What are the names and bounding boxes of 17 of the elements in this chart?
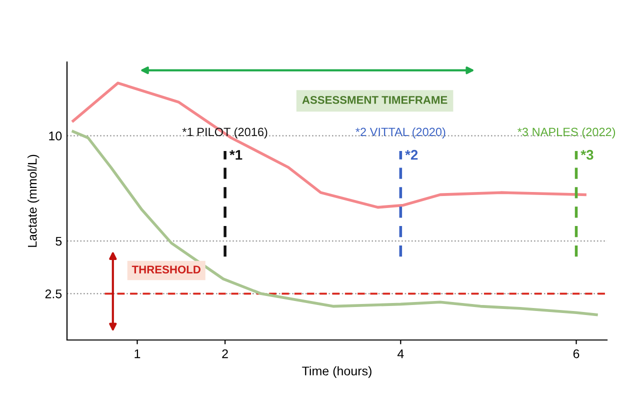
y-tick-label: 5 — [56, 236, 62, 246]
annotation: THRESHOLD — [132, 266, 200, 274]
x-tick-label: 4 — [397, 349, 404, 358]
annotation: *2 — [405, 150, 418, 160]
annotation: ASSESSMENT TIMEFRAME — [302, 96, 448, 104]
annotation: *3 — [580, 150, 594, 160]
annotation: *3 NAPLES (2022) — [518, 127, 616, 138]
y-tick-label: 10 — [49, 132, 62, 140]
annotation: *1 PILOT (2016) — [182, 127, 268, 138]
x-axis-title: Time (hours) — [302, 366, 372, 378]
y-tick-label: 2.5 — [45, 289, 62, 298]
annotation: *1 — [229, 150, 242, 160]
x-tick-label: 6 — [573, 349, 580, 358]
x-tick-label: 2 — [222, 349, 228, 358]
annotation: *2 VITTAL (2020) — [356, 127, 446, 138]
y-axis-title: Lactate (mmol/L) — [28, 154, 40, 247]
x-tick-label: 1 — [134, 349, 140, 358]
